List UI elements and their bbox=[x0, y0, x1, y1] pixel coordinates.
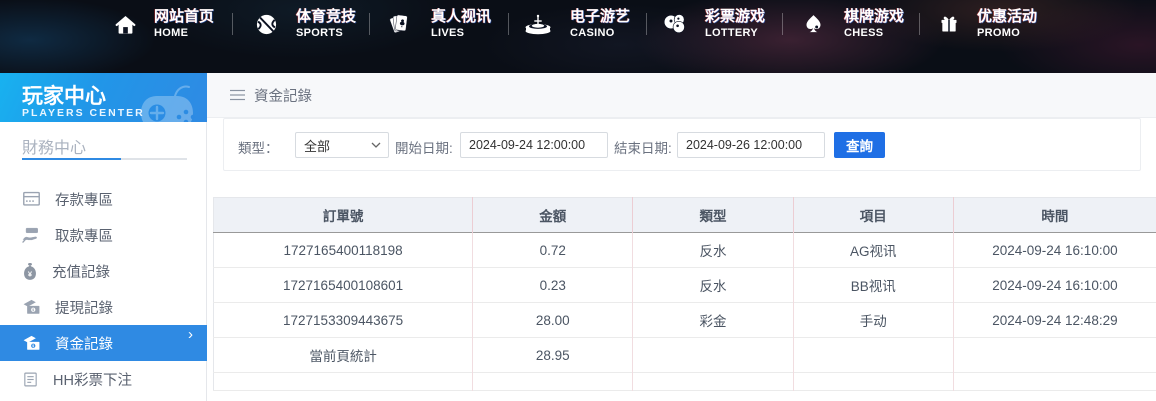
svg-text:$: $ bbox=[32, 308, 34, 312]
svg-text:$: $ bbox=[32, 344, 34, 348]
